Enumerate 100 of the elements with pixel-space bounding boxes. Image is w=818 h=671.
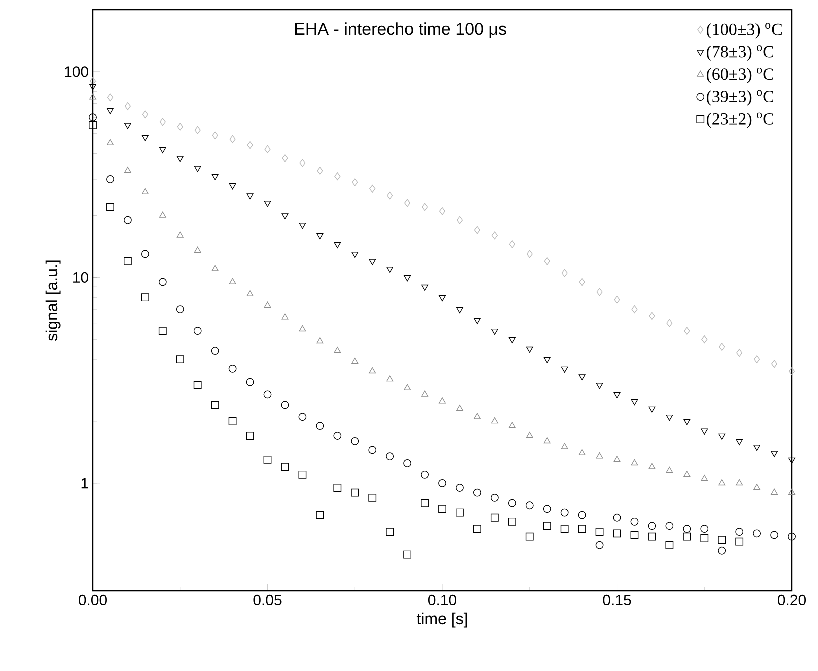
point (544, 437, 551, 444)
point (561, 366, 568, 373)
x-tick-label: 0.05 (254, 594, 282, 606)
point (107, 94, 114, 102)
point (526, 250, 533, 258)
point (212, 174, 219, 181)
point (299, 326, 306, 332)
point (736, 439, 744, 446)
point (508, 337, 516, 344)
point (579, 278, 586, 286)
point (490, 514, 499, 522)
point (666, 414, 674, 422)
point (614, 392, 621, 399)
point (631, 399, 638, 406)
point (142, 188, 149, 194)
point (124, 257, 132, 266)
point (736, 528, 744, 536)
point (702, 336, 708, 344)
point (386, 376, 394, 382)
point (648, 463, 656, 470)
point (474, 413, 481, 420)
point (684, 419, 691, 426)
point (142, 110, 148, 119)
point (194, 246, 202, 253)
point (246, 194, 254, 200)
point (281, 401, 290, 410)
point (700, 534, 709, 542)
point (614, 456, 621, 462)
point (386, 528, 394, 536)
point (264, 456, 272, 464)
point (352, 178, 358, 186)
point (491, 418, 498, 424)
point (334, 432, 342, 440)
point (369, 259, 376, 266)
x-tick-label: 0.10 (428, 594, 457, 606)
point (578, 449, 586, 456)
point (107, 108, 114, 114)
point (124, 123, 132, 130)
point (439, 398, 446, 404)
point (438, 479, 446, 488)
point (159, 212, 166, 218)
point (578, 374, 586, 381)
point (158, 278, 167, 286)
point (736, 479, 744, 486)
point (334, 347, 342, 354)
point (246, 378, 254, 386)
point (456, 216, 464, 224)
point (438, 505, 446, 514)
point (264, 390, 272, 399)
point (491, 328, 498, 336)
point (212, 265, 219, 272)
point (648, 522, 656, 530)
point (106, 176, 114, 184)
point (334, 242, 342, 248)
point (578, 511, 586, 520)
point (439, 207, 446, 216)
point (526, 346, 534, 353)
point (334, 172, 341, 181)
point (212, 132, 218, 140)
point (141, 250, 150, 258)
point (228, 365, 237, 373)
point (683, 525, 692, 534)
point (632, 306, 638, 314)
point (648, 406, 656, 413)
point (368, 494, 377, 502)
point (404, 384, 412, 390)
point (422, 203, 428, 212)
point (264, 302, 272, 308)
point (90, 94, 96, 100)
point (508, 499, 516, 508)
point (736, 538, 744, 546)
point (159, 147, 166, 154)
y-tick-label: 1 (82, 478, 88, 489)
point (508, 518, 516, 526)
point (317, 167, 324, 175)
point (700, 525, 709, 534)
point (718, 434, 726, 440)
point (614, 296, 620, 304)
point (754, 445, 761, 452)
point (631, 460, 638, 466)
point (666, 319, 673, 328)
point (684, 470, 691, 478)
point (770, 531, 778, 540)
point (754, 356, 760, 364)
point (701, 475, 708, 482)
y-tick-label: 100 (65, 66, 88, 78)
point (718, 479, 726, 486)
point (788, 532, 796, 541)
point (298, 413, 307, 422)
point (788, 368, 796, 376)
point (229, 278, 236, 284)
point (684, 327, 690, 336)
legend-label: (60±3) $^{o}$C (706, 68, 774, 84)
point (194, 327, 202, 336)
point (246, 290, 254, 296)
point (194, 381, 202, 390)
point (544, 257, 550, 266)
point (771, 451, 778, 458)
point (422, 284, 428, 292)
point (351, 437, 360, 446)
